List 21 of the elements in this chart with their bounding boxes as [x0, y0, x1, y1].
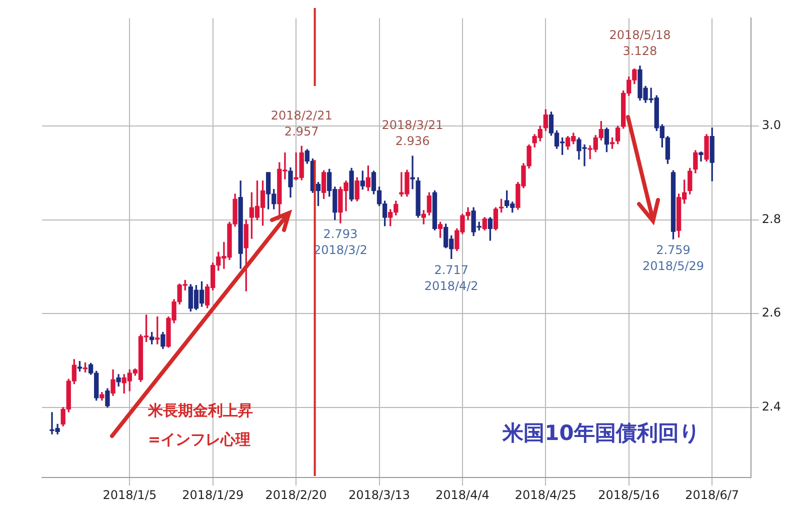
annotation: 2018/2/21 2.957	[270, 108, 332, 138]
candlestick	[410, 156, 415, 190]
x-tick-label: 2018/6/7	[685, 488, 740, 502]
text: 米国10年国債利回り	[502, 421, 701, 446]
x-tick-label: 2018/3/13	[348, 488, 410, 502]
y-tick-label: 2.8	[762, 212, 782, 226]
annotation: 米長期金利上昇 =インフレ心理	[147, 401, 253, 448]
x-tick-label: 2018/4/25	[514, 488, 576, 502]
annotation: 2.759 2018/5/29	[642, 243, 704, 274]
y-tick-label: 2.4	[762, 399, 782, 414]
x-tick-label: 2018/1/5	[102, 488, 157, 502]
x-tick-label: 2018/5/16	[598, 488, 660, 502]
annotation: 2018/3/21 2.936	[382, 118, 444, 148]
annotation: 2018/5/18 3.128	[609, 28, 671, 58]
candlestick	[698, 151, 704, 162]
x-tick-label: 2018/2/20	[265, 488, 327, 502]
y-tick-label: 2.6	[762, 306, 782, 320]
x-tick-label: 2018/4/4	[436, 488, 490, 502]
y-tick-label: 3.0	[762, 118, 782, 132]
annotation: 2.717 2018/4/2	[424, 262, 478, 293]
x-tick-label: 2018/1/29	[182, 488, 244, 502]
